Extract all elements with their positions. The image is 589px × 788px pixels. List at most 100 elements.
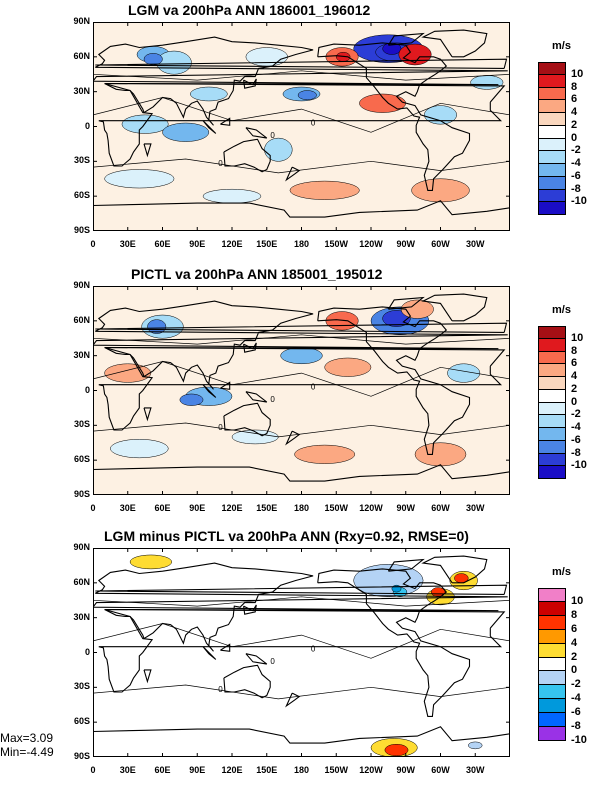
shaded-regions (104, 299, 481, 467)
coastline (143, 407, 152, 422)
contour-region (414, 442, 467, 467)
colorbar-swatch (538, 176, 566, 190)
lat-tick-label: 90N (73, 542, 90, 552)
contour-region (384, 743, 409, 757)
contour-region (179, 393, 204, 406)
shaded-regions (129, 554, 483, 757)
contour-region (353, 564, 424, 598)
colorbar-swatch (538, 125, 566, 139)
coastline (317, 568, 471, 717)
coastline (243, 78, 257, 89)
colorbar-swatch (538, 351, 566, 365)
coastline (245, 653, 268, 665)
colorbar-swatch (538, 713, 566, 728)
lat-tick-label: 90S (73, 751, 90, 761)
coastline (421, 293, 488, 322)
lon-tick-label: 0 (90, 765, 96, 775)
contour-region (297, 90, 317, 101)
lon-tick-label: 180 (293, 765, 310, 775)
lon-tick-label: 150W (324, 765, 348, 775)
colorbar-label: -10 (571, 195, 587, 208)
lon-tick-label: 90W (396, 765, 415, 775)
lon-tick-label: 90E (189, 239, 206, 249)
contour-region (129, 554, 173, 570)
panel-pictl: PICTL va 200hPa ANN 185001_195012 0 0 0 90… (0, 266, 589, 526)
lon-tick-label: 180 (293, 239, 310, 249)
lat-tick-label: 60N (73, 314, 90, 325)
colorbar-swatch (538, 699, 566, 714)
lon-tick-label: 150W (324, 503, 348, 513)
contour-map: 0 0 0 (93, 22, 510, 231)
coastline (143, 143, 152, 158)
panel-title: PICTL va 200hPa ANN 185001_195012 (131, 266, 383, 282)
lat-tick-label: 60S (73, 454, 90, 465)
contour-label: 0 (311, 644, 316, 653)
contour-label: 0 (270, 395, 275, 404)
colorbar-swatch (538, 588, 566, 602)
lon-tick-label: 60W (431, 765, 450, 775)
colorbar-label: 2 (571, 118, 578, 131)
coastline (143, 669, 152, 684)
units-label: m/s (552, 304, 571, 316)
coastlines (93, 293, 510, 482)
lon-tick-label: 90E (189, 503, 206, 513)
contour-map: 0 0 0 (93, 286, 510, 495)
zero-contour-line (93, 684, 510, 700)
colorbar-swatch (538, 202, 566, 215)
coastline (387, 32, 425, 46)
lon-tick-label: 30E (119, 765, 136, 775)
contour-region (264, 137, 293, 162)
colorbar-swatch (538, 657, 566, 672)
colorbar-swatch (538, 326, 566, 339)
colorbar-swatch (538, 671, 566, 686)
lon-tick-label: 60W (431, 503, 450, 513)
colorbar-label: -8 (571, 182, 581, 195)
coastline (285, 692, 301, 708)
colorbar-swatch (538, 685, 566, 700)
contour-label: 0 (311, 382, 316, 391)
coastline (285, 166, 301, 182)
colorbar-label: 0 (571, 664, 578, 677)
colorbar-swatch (538, 113, 566, 126)
lat-tick-label: 0 (84, 384, 90, 395)
coastline (317, 42, 471, 191)
coastline (317, 306, 471, 455)
colorbar-label: 8 (571, 608, 578, 621)
lon-tick-label: 30W (465, 503, 485, 513)
contour-region (156, 50, 192, 75)
colorbar-swatch (538, 466, 566, 479)
min-value: Min=-4.49 (0, 745, 54, 759)
colorbar-label: 4 (571, 106, 578, 118)
colorbar-label: 2 (571, 650, 578, 663)
coastline (98, 82, 506, 167)
coastline (243, 342, 257, 353)
lon-tick-label: 30W (465, 765, 485, 775)
panel-title: LGM va 200hPa ANN 186001_196012 (128, 2, 371, 18)
colorbar-label: -8 (571, 720, 581, 733)
colorbar-swatch (538, 189, 566, 203)
lat-tick-label: 90S (73, 225, 90, 235)
coastline (202, 646, 217, 660)
lon-tick-label: 30E (119, 239, 136, 249)
contour-label: 0 (270, 131, 275, 140)
lat-tick-label: 90S (73, 489, 90, 499)
lon-tick-label: 150E (256, 765, 278, 775)
lon-tick-label: 150E (256, 503, 278, 513)
coastline (220, 643, 231, 652)
lat-tick-label: 60S (73, 190, 90, 201)
max-value: Max=3.09 (0, 731, 54, 745)
colorbar-label: 10 (571, 594, 584, 607)
colorbar-label: -2 (571, 408, 581, 421)
lat-tick-label: 0 (84, 120, 90, 131)
colorbar-label: -6 (571, 169, 581, 182)
coastline (220, 117, 231, 126)
coastline (93, 562, 508, 652)
coastline (243, 604, 257, 615)
contour-region (190, 86, 228, 102)
lat-tick-label: 30S (73, 681, 90, 692)
colorbar-swatch (538, 364, 566, 377)
lon-tick-label: 60E (154, 503, 171, 513)
colorbar-label: -10 (571, 459, 587, 472)
coastline (98, 346, 506, 431)
colorbar-label: 6 (571, 357, 578, 370)
